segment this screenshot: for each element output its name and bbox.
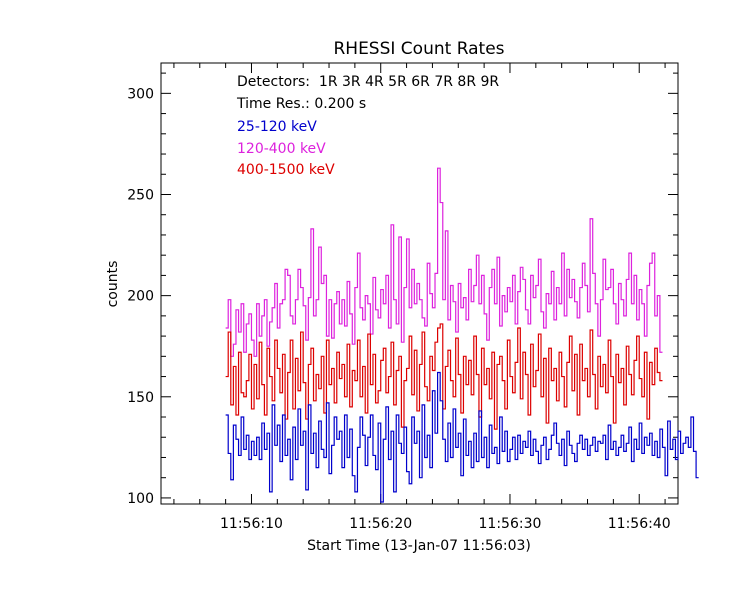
legend-entry-120-400: 120-400 keV bbox=[237, 141, 326, 157]
x-tick-label: 11:56:30 bbox=[479, 516, 542, 532]
legend-entry-25-120: 25-120 keV bbox=[237, 119, 317, 135]
detectors-annotation: Detectors: 1R 3R 4R 5R 6R 7R 8R 9R bbox=[237, 74, 499, 90]
x-tick-label: 11:56:40 bbox=[608, 516, 671, 532]
legend-entry-400-1500: 400-1500 keV bbox=[237, 162, 335, 178]
x-tick-label: 11:56:10 bbox=[220, 516, 283, 532]
chart-title: RHESSI Count Rates bbox=[333, 39, 504, 59]
series-line-400-1500-keV bbox=[225, 323, 663, 430]
series-line-120-400-keV bbox=[225, 167, 663, 357]
y-axis-label: counts bbox=[105, 261, 121, 308]
x-axis: 11:56:10 11:56:20 11:56:30 11:56:40 bbox=[173, 63, 671, 532]
series-line-25-120-keV bbox=[225, 371, 699, 503]
y-tick-label: 300 bbox=[127, 86, 154, 102]
y-tick-label: 200 bbox=[127, 289, 154, 305]
plot-frame bbox=[160, 62, 679, 505]
time-res-annotation: Time Res.: 0.200 s bbox=[236, 96, 366, 112]
x-axis-label: Start Time (13-Jan-07 11:56:03) bbox=[307, 538, 531, 554]
y-tick-label: 100 bbox=[127, 491, 154, 507]
x-tick-label: 11:56:20 bbox=[349, 516, 412, 532]
series-layer bbox=[225, 167, 699, 503]
y-tick-label: 250 bbox=[127, 187, 154, 203]
y-axis: 100 150 200 250 300 bbox=[127, 72, 678, 507]
y-tick-label: 150 bbox=[127, 390, 154, 406]
